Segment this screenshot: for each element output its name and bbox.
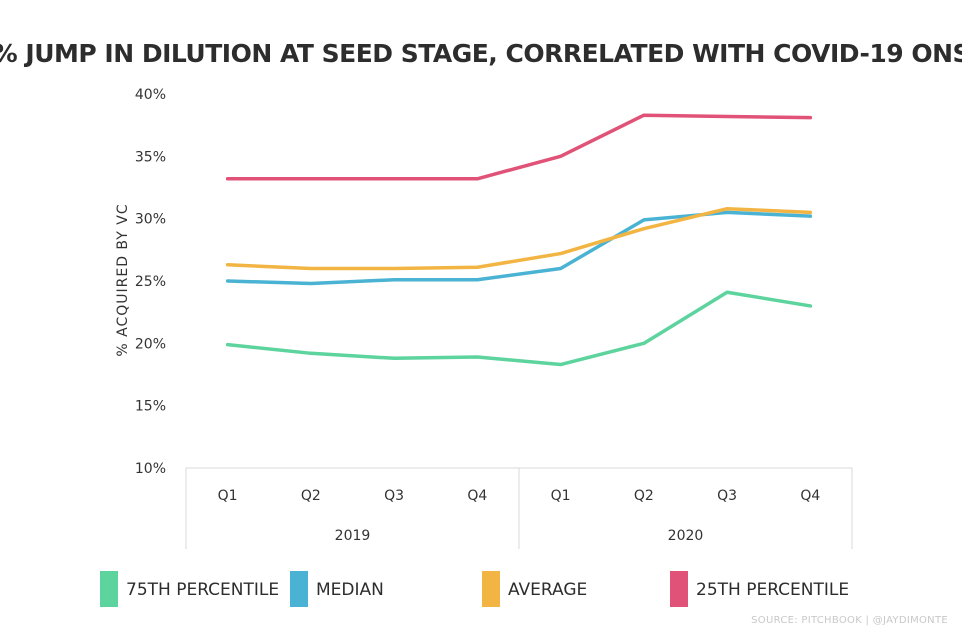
series-line-2 bbox=[225, 206, 813, 271]
x-group-label: 2020 bbox=[668, 528, 704, 544]
y-tick-label: 15% bbox=[135, 399, 166, 415]
y-tick-label: 25% bbox=[135, 274, 166, 290]
legend-label: 25TH PERCENTILE bbox=[696, 580, 849, 600]
x-axis: Q1 Q2 Q3 Q4 Q1 Q2 Q3 Q4 2019 2020 bbox=[185, 467, 853, 549]
series-line-0 bbox=[225, 290, 813, 367]
legend-label: MEDIAN bbox=[316, 580, 384, 600]
x-tick-label: Q2 bbox=[634, 488, 654, 504]
y-tick-label: 40% bbox=[135, 87, 166, 103]
x-tick-label: Q4 bbox=[800, 488, 820, 504]
y-axis-ticks: 40% 35% 30% 25% 20% 15% 10% bbox=[135, 87, 166, 477]
legend-label: AVERAGE bbox=[508, 580, 587, 600]
x-tick-label: Q1 bbox=[551, 488, 571, 504]
legend-swatch bbox=[290, 571, 308, 607]
series-lines bbox=[225, 113, 813, 367]
x-tick-label: Q3 bbox=[384, 488, 404, 504]
y-tick-label: 20% bbox=[135, 336, 166, 352]
chart-title: 20% JUMP IN DILUTION AT SEED STAGE, CORR… bbox=[0, 39, 962, 68]
x-tick-label: Q3 bbox=[717, 488, 737, 504]
x-tick-label: Q2 bbox=[301, 488, 321, 504]
series-line-1 bbox=[225, 210, 813, 286]
y-tick-label: 30% bbox=[135, 212, 166, 228]
source-note: SOURCE: PITCHBOOK | @JAYDIMONTE bbox=[751, 615, 948, 626]
x-tick-label: Q1 bbox=[218, 488, 238, 504]
legend-swatch bbox=[482, 571, 500, 607]
y-tick-label: 10% bbox=[135, 461, 166, 477]
legend-swatch bbox=[100, 571, 118, 607]
x-tick-label: Q4 bbox=[467, 488, 487, 504]
y-axis-label: % ACQUIRED BY VC bbox=[115, 203, 131, 356]
x-group-label: 2019 bbox=[335, 528, 371, 544]
series-line-3 bbox=[225, 113, 813, 181]
legend: 75TH PERCENTILE MEDIAN AVERAGE 25TH PERCENT… bbox=[100, 571, 849, 607]
legend-label: 75TH PERCENTILE bbox=[126, 580, 279, 600]
y-tick-label: 35% bbox=[135, 149, 166, 165]
legend-swatch bbox=[670, 571, 688, 607]
